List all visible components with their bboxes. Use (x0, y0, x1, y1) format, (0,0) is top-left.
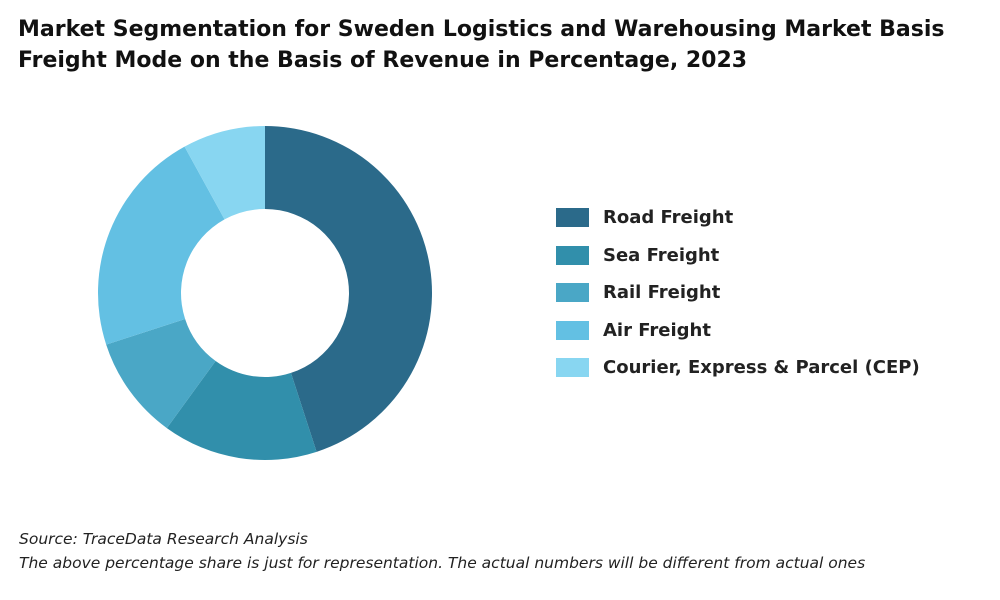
legend-swatch-cep (556, 358, 589, 378)
legend-swatch-air-freight (556, 320, 589, 340)
disclaimer-note: The above percentage share is just for r… (19, 554, 866, 572)
legend-item-rail-freight: Rail Freight (556, 274, 920, 312)
donut-slice-road-freight (265, 126, 433, 452)
donut-slice-courier-express-parcel-cep (184, 126, 265, 220)
legend-swatch-road-freight (556, 208, 589, 228)
legend-label-cep: Courier, Express & Parcel (CEP) (603, 357, 920, 379)
chart-title: Market Segmentation for Sweden Logistics… (18, 14, 978, 76)
legend-swatch-sea-freight (556, 245, 589, 265)
legend-item-cep: Courier, Express & Parcel (CEP) (556, 349, 920, 387)
legend-label-sea-freight: Sea Freight (603, 244, 720, 266)
legend-item-air-freight: Air Freight (556, 312, 920, 350)
donut-chart (98, 126, 433, 460)
donut-slice-air-freight (98, 146, 225, 345)
chart-legend: Road Freight Sea Freight Rail Freight Ai… (556, 199, 920, 387)
chart-footer: Source: TraceData Research Analysis The … (19, 527, 865, 575)
legend-swatch-rail-freight (556, 283, 589, 303)
chart-title-line-2: Freight Mode on the Basis of Revenue in … (18, 48, 748, 73)
legend-label-rail-freight: Rail Freight (603, 282, 721, 304)
legend-label-road-freight: Road Freight (603, 207, 734, 229)
source-note: Source: TraceData Research Analysis (19, 530, 308, 548)
donut-slice-rail-freight (106, 318, 216, 429)
donut-slice-sea-freight (166, 360, 317, 460)
legend-item-road-freight: Road Freight (556, 199, 920, 237)
chart-title-line-1: Market Segmentation for Sweden Logistics… (18, 17, 945, 42)
legend-label-air-freight: Air Freight (603, 319, 711, 341)
legend-item-sea-freight: Sea Freight (556, 237, 920, 275)
